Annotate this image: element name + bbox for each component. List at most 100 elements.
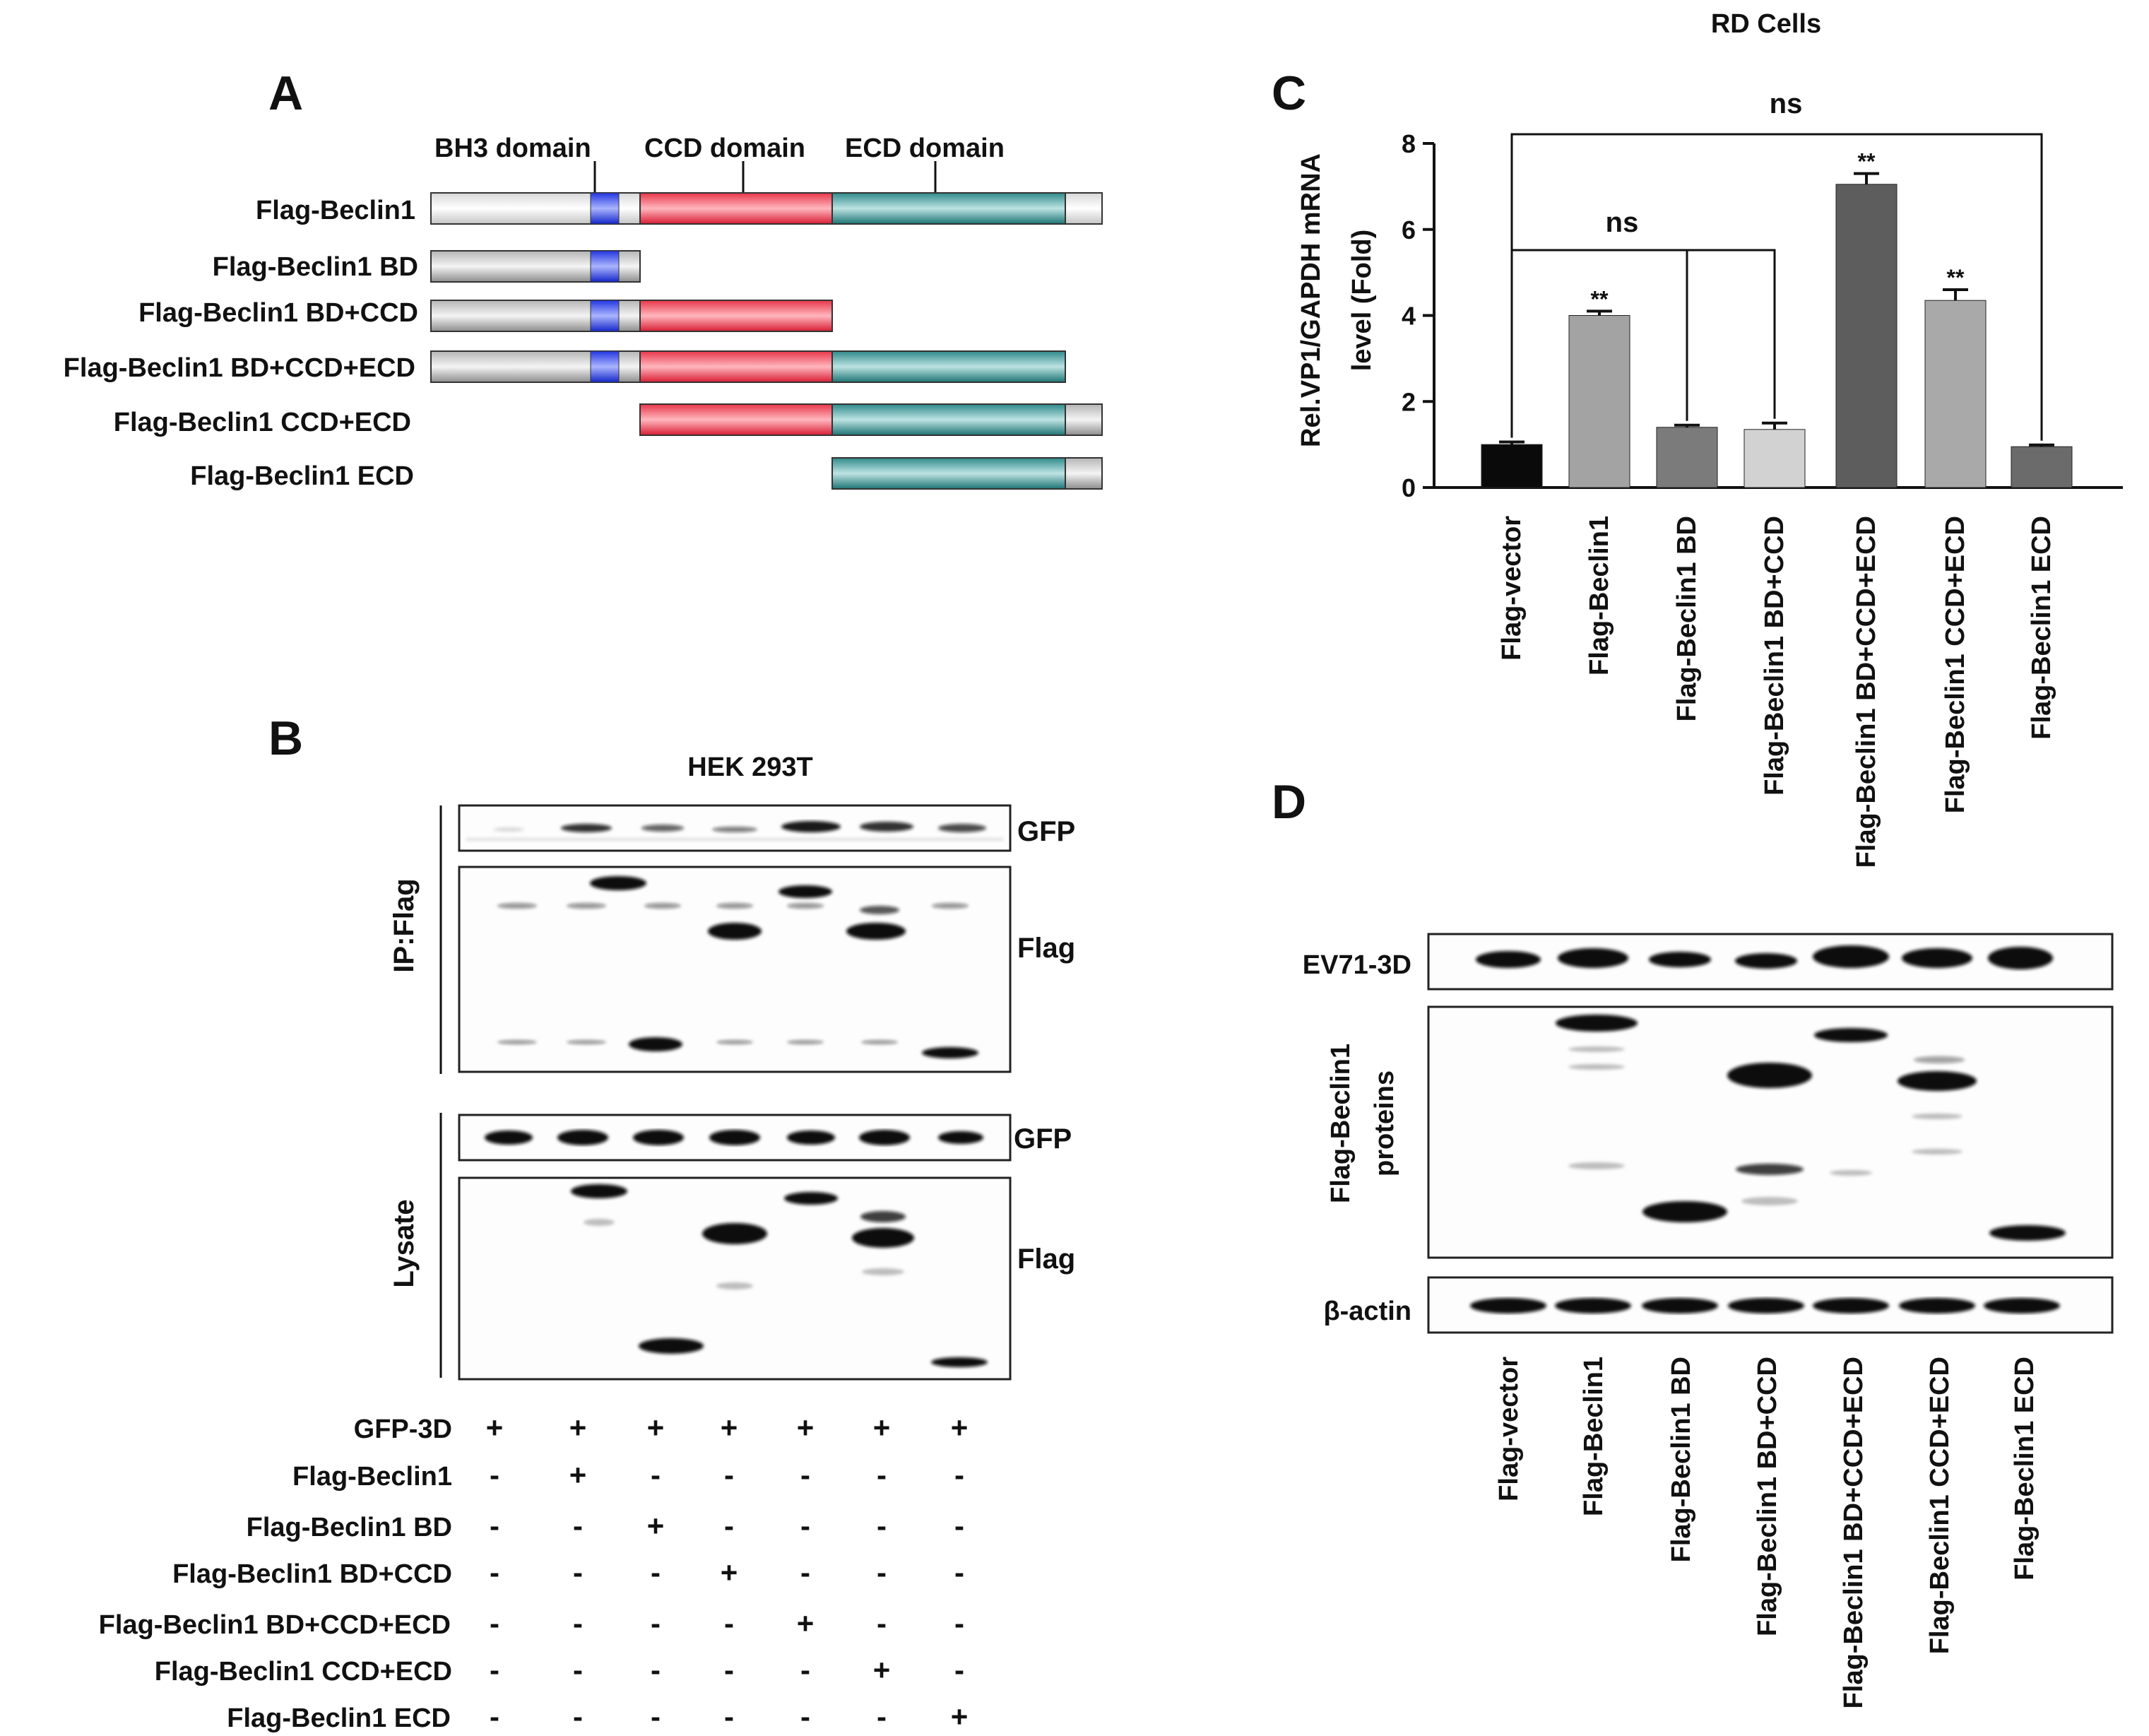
minus-sign: - [490, 1556, 499, 1589]
lysate-label: Lysate [389, 1199, 420, 1287]
row-label: Flag-Beclin1 BD [247, 1513, 452, 1542]
construct-label: Flag-Beclin1 CCD+ECD [114, 408, 411, 437]
bar [1744, 429, 1806, 488]
bar [2011, 446, 2073, 488]
panel-a-letter: A [268, 66, 303, 120]
panel-a: A BH3 domain CCD domain ECD domain Flag-… [64, 66, 1103, 491]
y-tick-label: 2 [1402, 387, 1416, 416]
construct-label: Flag-Beclin1 BD [213, 252, 418, 282]
x-tick-label: Flag-Beclin1 BD+CCD [1760, 516, 1789, 796]
bands-actin [1470, 1298, 2060, 1313]
construct-label: Flag-Beclin1 ECD [190, 461, 414, 491]
construct-label: Flag-Beclin1 [256, 196, 415, 225]
plus-sign: + [797, 1607, 815, 1640]
panel-d-letter: D [1272, 775, 1306, 829]
minus-sign: - [954, 1458, 964, 1492]
gfp-label-lysate: GFP [1014, 1123, 1072, 1155]
construct-label: Flag-Beclin1 BD+CCD+ECD [64, 353, 415, 383]
construct-bar-bd [430, 250, 641, 283]
minus-sign: - [800, 1653, 810, 1687]
minus-sign: - [573, 1700, 583, 1733]
bracket-label: ns [1606, 207, 1639, 238]
row-label: Flag-Beclin1 CCD+ECD [155, 1657, 452, 1687]
minus-sign: - [651, 1653, 661, 1687]
bands-ip-gfp [466, 821, 1003, 841]
plus-sign: + [873, 1411, 891, 1444]
minus-sign: - [724, 1458, 734, 1492]
bar [1924, 300, 1987, 488]
row-label: Flag-Beclin1 ECD [227, 1703, 451, 1733]
construct-bar-full [430, 192, 1103, 225]
panel-b: B HEK 293T IP:Flag Lysate GFP Flag GFP F… [99, 711, 1076, 1733]
minus-sign: - [800, 1556, 810, 1589]
ecd-domain-label: ECD domain [845, 134, 1005, 163]
x-tick-label: Flag-Beclin1 BD+CCD+ECD [1852, 516, 1881, 868]
lane-label: Flag-vector [1494, 1357, 1524, 1501]
panel-c: RD Cells C Rel.VP1/GAPDH mRNA level (Fol… [1272, 9, 2123, 868]
y-tick-label: 8 [1402, 129, 1416, 158]
minus-sign: - [573, 1556, 583, 1589]
minus-sign: - [954, 1653, 964, 1687]
plus-sign: + [647, 1411, 665, 1444]
minus-sign: - [877, 1509, 887, 1542]
x-tick-label: Flag-Beclin1 [1585, 516, 1614, 675]
minus-sign: - [954, 1509, 964, 1542]
row-label: GFP-3D [354, 1415, 452, 1444]
flag-proteins-label-2: proteins [1370, 1070, 1399, 1176]
minus-sign: - [800, 1509, 810, 1542]
lane-labels: Flag-vector Flag-Beclin1 Flag-Beclin1 BD Fl… [1494, 1357, 2040, 1709]
chart-title: RD Cells [1711, 9, 1821, 39]
minus-sign: - [877, 1607, 887, 1640]
y-tick-label: 4 [1402, 302, 1416, 331]
lane-label: Flag-Beclin1 [1579, 1357, 1609, 1516]
bands-ev71 [1476, 945, 2053, 969]
x-tick-label: Flag-vector [1497, 516, 1527, 661]
ip-label: IP:Flag [389, 878, 420, 972]
lane-label: Flag-Beclin1 BD [1666, 1357, 1696, 1562]
significance-marker: ** [1591, 286, 1609, 312]
construct-bar-ecd [831, 457, 1103, 490]
minus-sign: - [954, 1556, 964, 1589]
bands-flag-beclin [1556, 1015, 2066, 1241]
significance-brackets: ns ns [1510, 88, 2043, 441]
sign-table: GFP-3D Flag-Beclin1 Flag-Beclin1 BD Flag… [99, 1411, 969, 1733]
minus-sign: - [724, 1509, 734, 1542]
blot-lysate-flag [458, 1176, 1012, 1381]
construct-bar-bd-ccd-ecd [430, 350, 1066, 383]
minus-sign: - [490, 1607, 499, 1640]
cell-line-label: HEK 293T [687, 752, 812, 782]
plus-sign: + [569, 1458, 587, 1492]
y-tick-label: 0 [1402, 473, 1416, 502]
panel-d: D EV71-3D Flag-Beclin1 proteins β-actin [1272, 775, 2114, 1709]
minus-sign: - [724, 1653, 734, 1687]
y-ticks: 0 2 4 6 8 [1402, 129, 1434, 502]
x-tick-labels: Flag-vector Flag-Beclin1 Flag-Beclin1 BD Fl… [1497, 516, 2056, 868]
minus-sign: - [800, 1458, 810, 1492]
panel-c-letter: C [1272, 66, 1306, 120]
bands-ip-flag [497, 876, 978, 1058]
panel-b-letter: B [268, 711, 303, 765]
row-label: Flag-Beclin1 BD+CCD [172, 1559, 452, 1589]
minus-sign: - [490, 1458, 499, 1492]
bar [1568, 315, 1630, 488]
ev71-label: EV71-3D [1303, 950, 1411, 980]
bars: ** ** ** [1481, 149, 2073, 488]
bands-lysate-gfp [485, 1130, 983, 1145]
plus-sign: + [486, 1411, 504, 1444]
row-label: Flag-Beclin1 [292, 1462, 452, 1492]
plus-sign: + [721, 1556, 738, 1589]
minus-sign: - [954, 1607, 964, 1640]
bh3-domain-label: BH3 domain [434, 134, 591, 163]
flag-proteins-label-1: Flag-Beclin1 [1326, 1044, 1356, 1203]
bracket-outer [1510, 133, 2043, 441]
plus-sign: + [873, 1653, 891, 1687]
x-tick-label: Flag-Beclin1 ECD [2027, 516, 2056, 740]
bar [1481, 444, 1543, 488]
construct-bar-bd-ccd [430, 300, 833, 332]
minus-sign: - [490, 1700, 499, 1733]
sign-grid: + + + + + + + - + - - - - - - - + - - - - - - - + - - - - - - - + - - - - - - -… [486, 1411, 969, 1733]
plus-sign: + [721, 1411, 738, 1444]
lane-label: Flag-Beclin1 BD+CCD+ECD [1839, 1357, 1869, 1708]
x-tick-label: Flag-Beclin1 CCD+ECD [1941, 516, 1970, 813]
bar [1835, 184, 1898, 488]
